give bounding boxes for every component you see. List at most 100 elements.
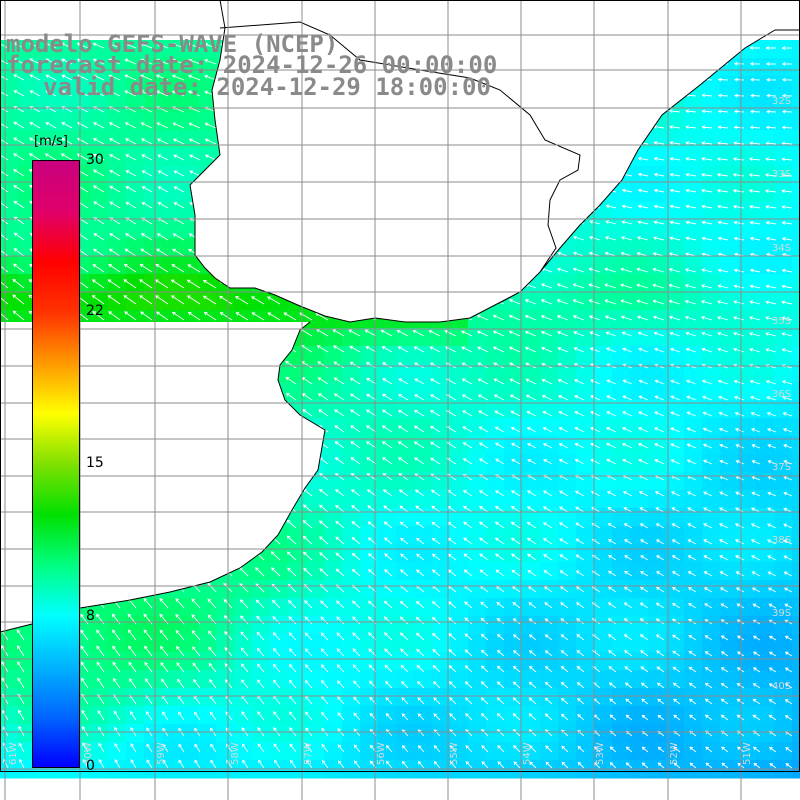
wind-speed-cell [504,652,523,671]
wind-arrow [750,93,761,98]
wind-speed-cell [486,508,505,527]
wind-arrow [219,295,233,305]
longitude-label: 56W [376,742,387,765]
wind-arrow [542,506,553,513]
wind-arrow [700,299,713,305]
wind-speed-cell [756,40,775,59]
wind-arrow [541,394,553,401]
wind-arrow [526,410,537,417]
wind-arrow [752,683,761,689]
wind-arrow [382,489,393,497]
wind-speed-cell [612,490,631,509]
wind-speed-cell [594,652,613,671]
wind-arrow [399,632,409,641]
wind-speed-cell [738,292,757,311]
wind-arrow [781,157,793,162]
wind-arrow [526,537,537,545]
wind-arrow [433,713,441,721]
wind-speed-cell [126,238,145,257]
wind-speed-cell [720,454,739,473]
wind-speed-cell [720,166,739,185]
wind-speed-cell [378,472,397,491]
wind-arrow [400,553,409,561]
wind-arrow [701,284,713,289]
wind-arrow [431,616,441,625]
wind-arrow [512,665,521,673]
wind-arrow [652,299,665,305]
wind-arrow [430,457,441,465]
wind-arrow [638,347,649,353]
wind-speed-cell [342,382,361,401]
wind-speed-cell [738,508,757,527]
wind-arrow [781,236,793,241]
wind-arrow [689,762,697,769]
wind-arrow [242,759,249,769]
wind-arrow [721,746,729,753]
wind-speed-cell [702,616,721,635]
wind-arrow [542,426,553,433]
wind-arrow [334,409,345,417]
wind-arrow [416,680,425,689]
wind-arrow [320,648,329,657]
wind-arrow [670,411,681,417]
wind-speed-cell [396,472,415,491]
wind-arrow [622,395,633,401]
wind-arrow [336,664,345,673]
wind-speed-cell [720,526,739,545]
wind-arrow [194,743,201,753]
wind-arrow [108,42,121,49]
wind-speed-cell [666,112,685,131]
wind-speed-cell [162,598,181,617]
wind-arrow [686,459,697,465]
wind-arrow [751,587,761,593]
wind-arrow [733,347,745,353]
wind-speed-cell [666,310,685,329]
wind-arrow [383,600,393,609]
wind-speed-cell [540,652,559,671]
wind-arrow [13,74,25,81]
wind-speed-cell [666,670,685,689]
wind-arrow [622,411,633,417]
wind-speed-cell [648,346,667,365]
colorbar-tick-30: 30 [86,152,104,168]
wind-arrow [93,90,105,97]
wind-arrow [477,378,489,385]
wind-speed-cell [702,310,721,329]
wind-arrow [496,649,505,657]
wind-speed-cell [792,310,800,329]
wind-arrow [687,491,697,497]
wind-arrow [495,553,505,561]
wind-speed-cell [342,562,361,581]
wind-speed-cell [720,328,739,347]
wind-arrow [513,745,521,753]
wind-speed-cell [198,292,217,311]
wind-speed-cell [180,166,199,185]
wind-speed-cell [738,724,757,743]
wind-speed-cell [702,274,721,293]
wind-arrow [654,491,665,497]
latitude-label: 38S [772,535,791,546]
wind-arrow [719,587,729,593]
wind-arrow [130,759,137,769]
wind-arrow [285,376,297,385]
wind-arrow [734,523,745,529]
wind-arrow [733,204,745,209]
wind-speed-cell [522,292,541,311]
wind-speed-cell [684,94,703,113]
wind-speed-cell [342,328,361,347]
wind-speed-cell [342,544,361,563]
wind-arrow [332,329,345,337]
wind-speed-cell [738,706,757,725]
wind-arrow [480,712,489,721]
wind-arrow [716,188,729,193]
wind-speed-cell [522,670,541,689]
wind-arrow [93,248,105,257]
wind-speed-cell [450,328,469,347]
wind-speed-cell [324,634,343,653]
wind-arrow [509,394,521,401]
wind-arrow [381,346,393,353]
wind-arrow [574,458,585,465]
wind-arrow [28,153,41,161]
wind-speed-cell [702,292,721,311]
wind-arrow [607,507,617,513]
